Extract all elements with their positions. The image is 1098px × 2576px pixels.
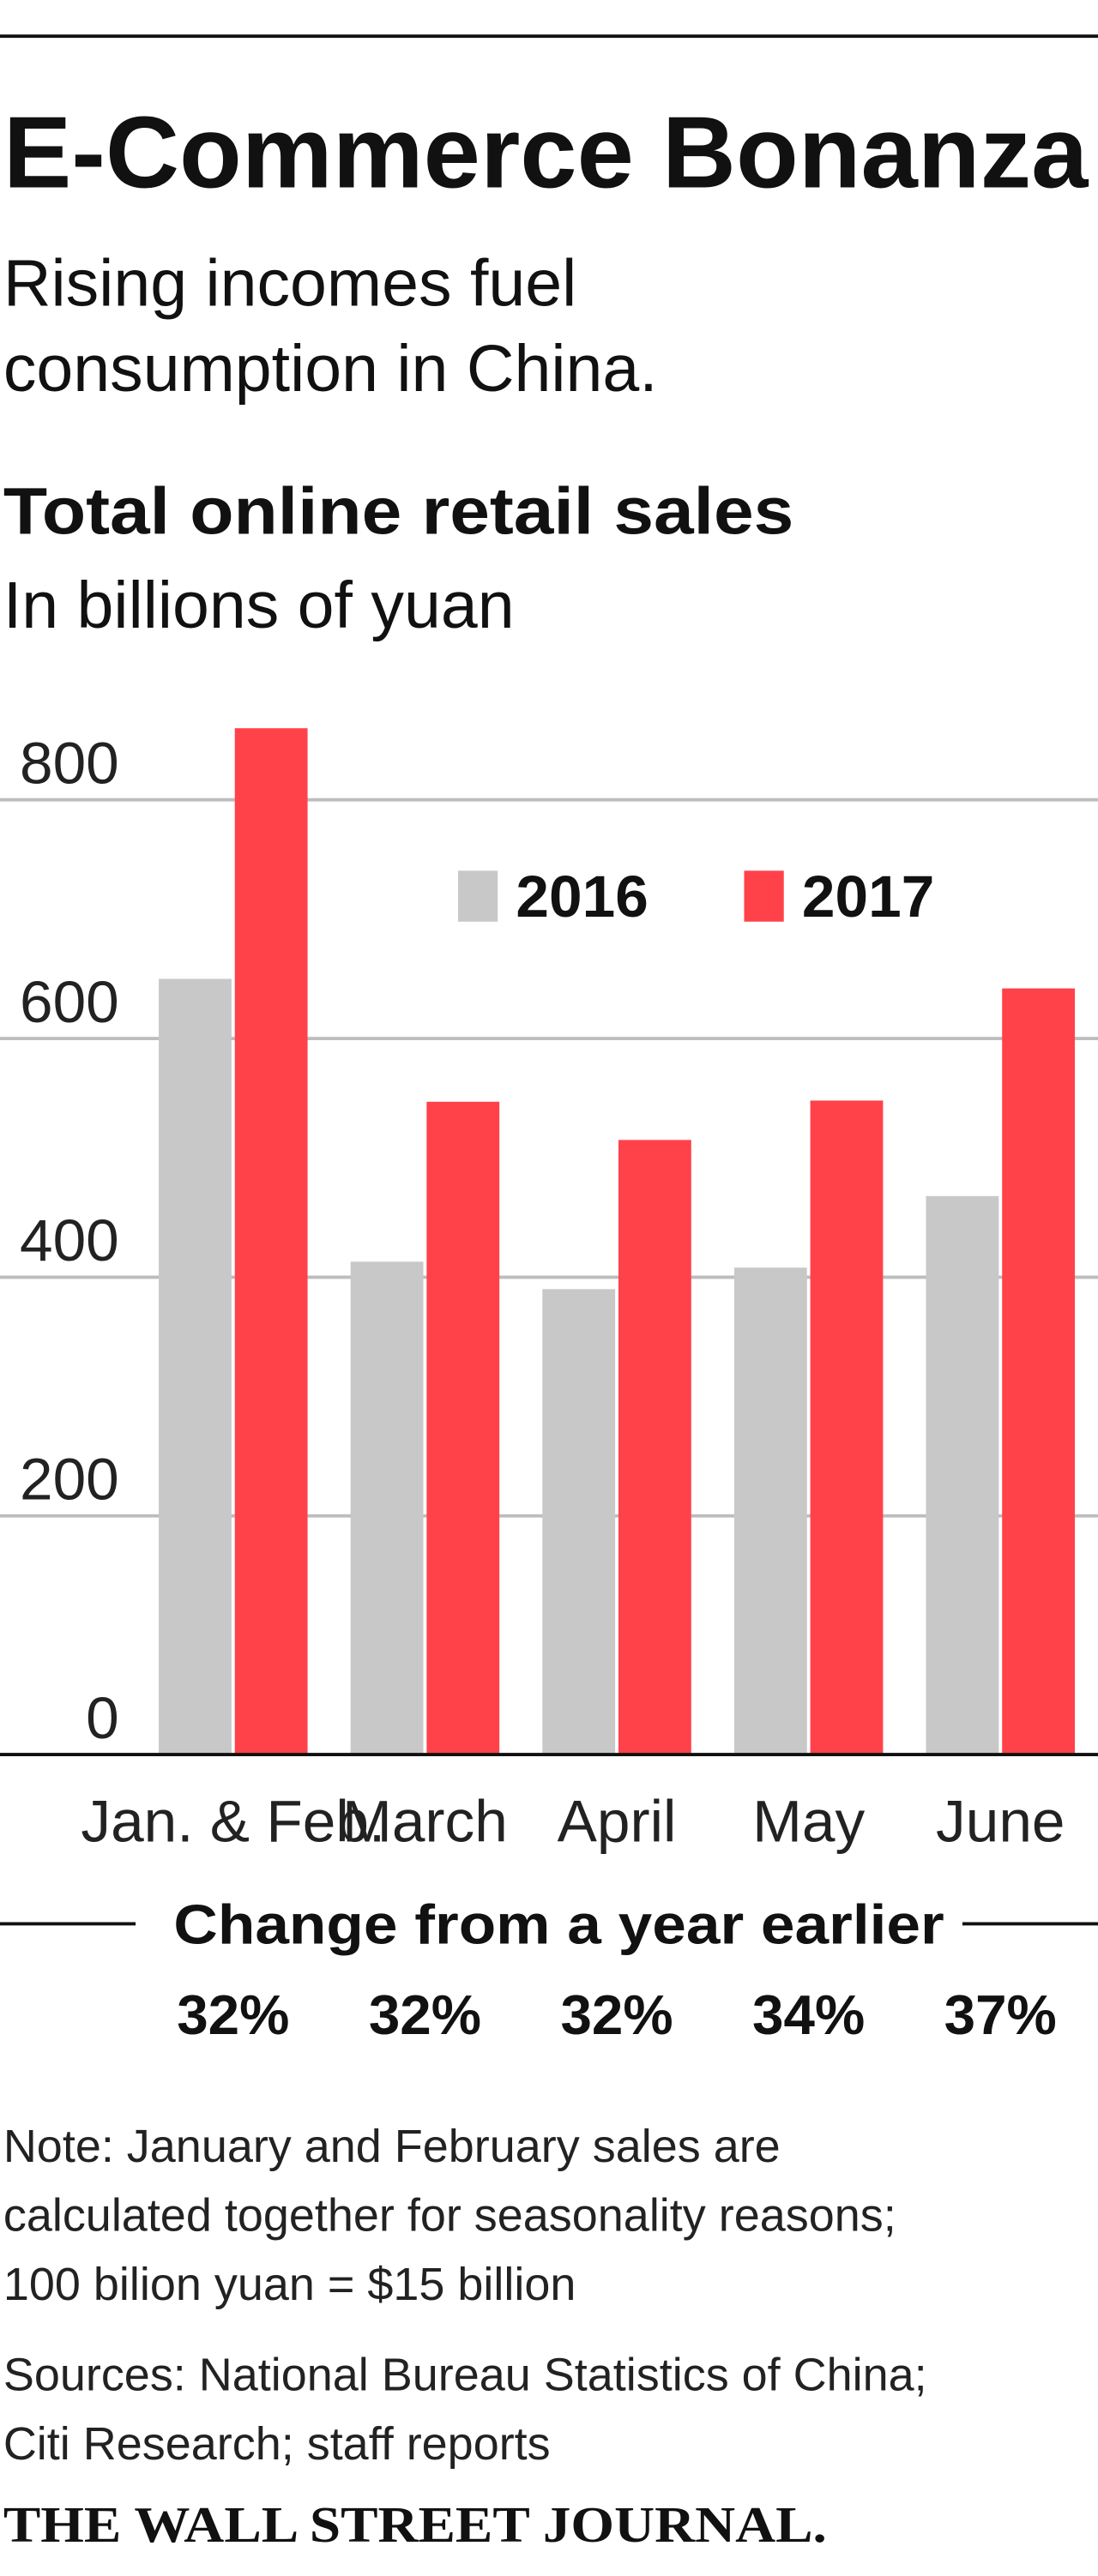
- source: Sources: National Bureau Statistics of C…: [3, 2350, 927, 2401]
- legend-label: 2016: [516, 863, 648, 930]
- x-tick-label: Jan. & Feb.: [81, 1788, 385, 1855]
- note: 100 bilion yuan = $15 billion: [3, 2259, 576, 2310]
- y-tick-label: 200: [20, 1446, 119, 1513]
- chart-title: Total online retail sales: [3, 475, 793, 549]
- bar: [733, 1267, 807, 1755]
- bar: [159, 978, 232, 1755]
- y-tick-label: 800: [20, 730, 119, 797]
- credit: THE WALL STREET JOURNAL.: [3, 2496, 827, 2553]
- change-label: 34%: [752, 1983, 865, 2046]
- bar: [618, 1140, 691, 1755]
- x-tick-label: April: [558, 1788, 677, 1855]
- change-label: 32%: [369, 1983, 481, 2046]
- source: Citi Research; staff reports: [3, 2418, 551, 2470]
- bar: [426, 1101, 500, 1755]
- x-tick-label: May: [752, 1788, 865, 1855]
- title: E-Commerce Bonanza: [3, 96, 1089, 210]
- y-tick-label: 600: [20, 968, 119, 1035]
- bar: [1002, 988, 1076, 1755]
- unit-label: In billions of yuan: [3, 569, 515, 642]
- bar: [926, 1195, 999, 1755]
- change-label: 37%: [944, 1983, 1057, 2046]
- bar: [810, 1100, 884, 1755]
- change-label: 32%: [560, 1983, 673, 2046]
- change-label: 32%: [177, 1983, 289, 2046]
- legend-swatch: [744, 870, 784, 922]
- change-title: Change from a year earlier: [173, 1893, 944, 1956]
- bar: [350, 1261, 424, 1755]
- subtitle: consumption in China.: [3, 332, 658, 406]
- legend-swatch: [457, 870, 498, 922]
- y-tick-label: 400: [20, 1207, 119, 1273]
- x-tick-label: June: [936, 1788, 1065, 1855]
- x-tick-label: March: [342, 1788, 508, 1855]
- note: calculated together for seasonality reas…: [3, 2190, 896, 2242]
- legend-label: 2017: [802, 863, 934, 930]
- bar: [542, 1289, 616, 1755]
- bar: [234, 728, 308, 1755]
- note: Note: January and February sales are: [3, 2121, 781, 2172]
- subtitle: Rising incomes fuel: [3, 247, 576, 321]
- y-tick-label: 0: [86, 1684, 119, 1751]
